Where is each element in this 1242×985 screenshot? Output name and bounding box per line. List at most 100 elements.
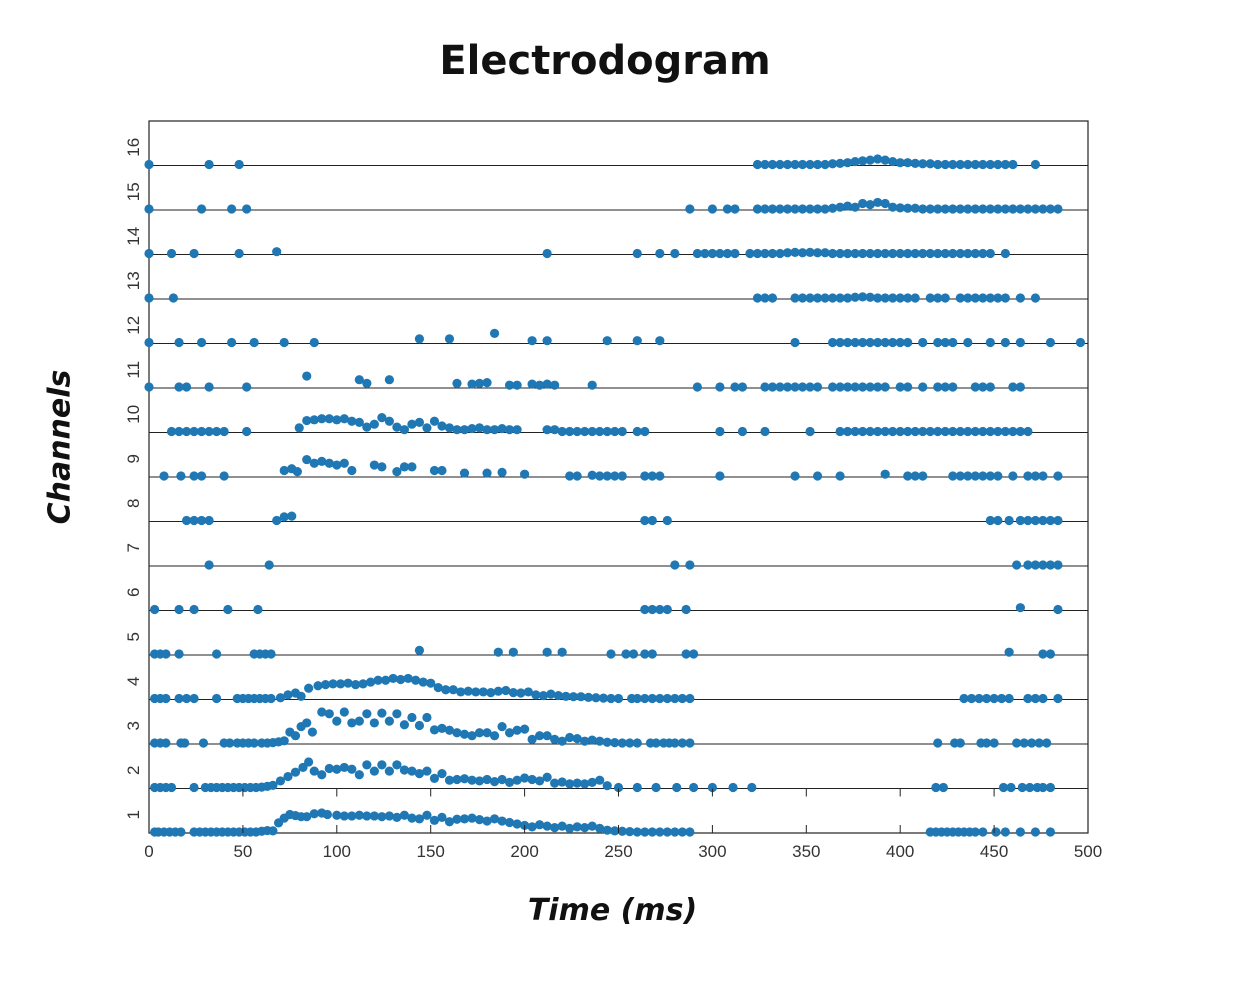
pulse-point-ch1 (1030, 827, 1041, 837)
pulse-point-ch2 (482, 774, 492, 785)
pulse-point-ch13 (873, 293, 883, 303)
pulse-point-ch2 (268, 780, 278, 790)
pulse-point-ch3 (339, 707, 349, 717)
pulse-point-ch12 (174, 337, 184, 348)
pulse-point-ch12 (835, 337, 845, 348)
pulse-point-ch6 (174, 604, 184, 615)
pulse-point-ch2 (587, 777, 597, 787)
pulse-point-ch3 (347, 718, 357, 728)
pulse-point-ch3 (392, 709, 402, 719)
pulse-point-ch4 (366, 677, 376, 687)
pulse-point-ch3 (369, 718, 379, 728)
pulse-point-ch14 (925, 248, 935, 259)
x-tick-label: 0 (144, 842, 153, 861)
pulse-point-ch6 (150, 604, 160, 615)
pulse-point-ch2 (1006, 782, 1016, 793)
pulse-point-ch9 (595, 471, 605, 481)
pulse-point-ch16 (820, 159, 830, 170)
pulse-point-ch16 (797, 159, 808, 170)
pulse-point-ch1 (176, 827, 186, 837)
pulse-point-ch16 (918, 159, 928, 169)
pulse-point-ch11 (835, 382, 845, 392)
pulse-point-ch9 (407, 462, 417, 472)
pulse-point-ch11 (978, 382, 988, 392)
pulse-point-ch12 (489, 328, 500, 338)
pulse-point-ch3 (685, 738, 695, 748)
pulse-point-ch4 (1030, 693, 1041, 704)
pulse-point-ch15 (910, 203, 920, 213)
pulse-point-ch9 (279, 465, 289, 476)
pulse-point-ch15 (858, 198, 868, 209)
pulse-point-ch4 (441, 685, 451, 695)
pulse-point-ch8 (647, 515, 657, 526)
x-tick-label: 100 (323, 842, 351, 861)
pulse-point-ch3 (467, 731, 477, 741)
pulse-point-ch2 (399, 765, 410, 775)
pulse-point-ch16 (767, 159, 778, 170)
pulse-point-ch10 (189, 426, 199, 437)
pulse-point-ch16 (790, 159, 800, 170)
pulse-point-ch2 (489, 777, 500, 787)
pulse-point-ch12 (196, 337, 207, 348)
pulse-point-ch13 (865, 292, 875, 302)
pulse-point-ch10 (963, 426, 973, 437)
pulse-point-ch10 (294, 423, 304, 433)
pulse-point-ch15 (1023, 204, 1033, 214)
pulse-point-ch14 (895, 248, 905, 259)
pulse-point-ch10 (399, 425, 410, 435)
pulse-point-ch11 (144, 382, 154, 392)
pulse-point-ch2 (452, 774, 462, 785)
pulse-point-ch10 (925, 426, 935, 437)
pulse-point-ch9 (437, 465, 447, 476)
pulse-point-ch3 (399, 720, 410, 730)
pulse-point-ch6 (662, 604, 672, 615)
pulse-point-ch13 (985, 293, 995, 303)
pulse-point-ch9 (647, 471, 657, 481)
pulse-point-ch16 (895, 158, 905, 168)
pulse-point-ch3 (542, 731, 552, 741)
pulse-point-ch15 (843, 201, 853, 211)
y-tick-label: 15 (124, 182, 143, 201)
pulse-point-ch4 (561, 691, 571, 701)
pulse-point-ch2 (304, 757, 314, 767)
pulse-point-ch16 (835, 158, 845, 169)
pulse-point-ch9 (572, 471, 582, 481)
pulse-point-ch14 (189, 248, 199, 259)
pulse-point-ch15 (797, 204, 808, 214)
pulse-point-ch9 (790, 471, 800, 481)
pulse-point-ch4 (685, 693, 695, 704)
pulse-point-ch15 (985, 204, 995, 214)
pulse-point-ch8 (279, 512, 289, 522)
pulse-point-ch15 (242, 204, 252, 214)
pulse-point-ch10 (407, 419, 417, 429)
pulse-point-ch3 (437, 723, 447, 734)
pulse-point-ch10 (212, 426, 222, 437)
pulse-point-ch10 (392, 422, 402, 432)
pulse-point-ch2 (317, 770, 327, 780)
pulse-point-ch4 (508, 688, 518, 698)
pulse-point-ch2 (497, 774, 507, 785)
pulse-point-ch15 (730, 204, 740, 214)
pulse-point-ch13 (797, 293, 808, 303)
pulse-point-ch4 (677, 693, 687, 704)
pulse-point-ch2 (931, 782, 941, 793)
pulse-point-ch11 (790, 382, 800, 392)
pulse-point-ch8 (1045, 515, 1056, 526)
x-tick-label: 400 (886, 842, 914, 861)
pulse-point-ch3 (161, 738, 171, 748)
pulse-point-ch2 (324, 763, 334, 774)
pulse-point-ch11 (895, 382, 905, 392)
pulse-point-ch4 (501, 685, 511, 696)
pulse-point-ch15 (1053, 204, 1063, 214)
pulse-point-ch7 (264, 560, 274, 570)
pulse-point-ch3 (565, 732, 575, 743)
pulse-point-ch10 (437, 421, 447, 431)
pulse-point-ch14 (888, 248, 898, 259)
pulse-point-ch7 (204, 560, 214, 570)
pulse-point-ch4 (433, 682, 443, 693)
pulse-point-ch5 (621, 649, 631, 659)
pulse-point-ch15 (835, 202, 845, 212)
pulse-point-ch9 (993, 471, 1003, 481)
pulse-point-ch4 (989, 693, 999, 704)
pulse-point-ch13 (1030, 293, 1041, 303)
